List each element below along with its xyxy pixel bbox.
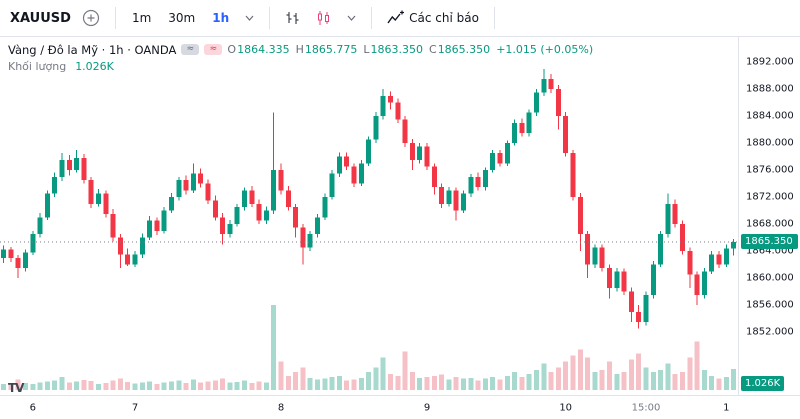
chart-legend: Vàng / Đô la Mỹ · 1h · OANDA ≈ ≈ O 1864.3… bbox=[8, 41, 593, 75]
interval-1h-button[interactable]: 1h bbox=[207, 8, 234, 28]
symbol-button[interactable]: XAUUSD bbox=[10, 10, 71, 26]
price-axis-label: 1876.000 bbox=[746, 164, 794, 176]
interval-1m-button[interactable]: 1m bbox=[127, 8, 156, 28]
plus-circle-icon bbox=[82, 9, 100, 27]
toolbar-separator bbox=[269, 7, 271, 29]
price-axis-label: 1872.000 bbox=[746, 191, 794, 203]
time-axis[interactable]: 6 7 8 9 10 15:00 1 bbox=[0, 395, 800, 419]
compare-add-button[interactable] bbox=[78, 6, 104, 30]
price-axis-label: 1856.000 bbox=[746, 299, 794, 311]
interval-30m-button[interactable]: 30m bbox=[163, 8, 200, 28]
price-axis-label: 1852.000 bbox=[746, 326, 794, 338]
toolbar-separator bbox=[371, 7, 373, 29]
chart-main-area: Vàng / Đô la Mỹ · 1h · OANDA ≈ ≈ O 1864.3… bbox=[0, 37, 800, 395]
last-price-badge: 1865.350 bbox=[741, 233, 798, 249]
price-axis-label: 1892.000 bbox=[746, 56, 794, 68]
legend-toggle-pink-icon[interactable]: ≈ bbox=[204, 44, 223, 55]
hlc-bars-icon bbox=[286, 12, 299, 24]
time-axis-label[interactable]: 10 bbox=[559, 402, 573, 413]
candle-style-button[interactable] bbox=[312, 7, 336, 29]
volume-axis-badge: 1.026K bbox=[741, 376, 785, 391]
indicators-label: Các chỉ báo bbox=[409, 11, 479, 25]
interval-dropdown-button[interactable] bbox=[241, 12, 258, 24]
time-axis-label[interactable]: 7 bbox=[131, 402, 139, 413]
candlestick-style-icon bbox=[318, 11, 330, 25]
bar-style-button[interactable] bbox=[281, 7, 305, 29]
time-axis-label[interactable]: 1 bbox=[723, 402, 730, 413]
time-axis-label[interactable]: 9 bbox=[423, 402, 431, 413]
high-label: H bbox=[295, 43, 304, 56]
open-value: 1864.335 bbox=[237, 43, 290, 56]
top-toolbar: XAUUSD 1m 30m 1h bbox=[0, 0, 800, 37]
toolbar-separator bbox=[493, 7, 495, 29]
indicators-icon bbox=[387, 10, 405, 24]
chevron-down-icon bbox=[245, 15, 254, 21]
style-dropdown-button[interactable] bbox=[343, 12, 360, 24]
volume-value: 1.026K bbox=[75, 60, 114, 73]
tradingview-logo[interactable]: TV bbox=[8, 381, 25, 395]
price-axis-label: 1888.000 bbox=[746, 83, 794, 95]
price-axis-label: 1864.000 bbox=[746, 245, 794, 257]
close-value: 1865.350 bbox=[437, 43, 491, 56]
time-axis-label[interactable]: 15:00 bbox=[631, 402, 661, 413]
chevron-down-icon bbox=[347, 15, 356, 21]
price-axis-label: 1860.000 bbox=[746, 272, 794, 284]
time-axis-label[interactable]: 8 bbox=[277, 402, 285, 413]
candlestick-chart[interactable] bbox=[0, 37, 738, 395]
chart-title: Vàng / Đô la Mỹ · 1h · OANDA bbox=[8, 42, 177, 57]
close-label: C bbox=[429, 43, 437, 56]
low-label: L bbox=[363, 43, 370, 56]
change-value: +1.015 (+0.05%) bbox=[496, 43, 594, 56]
ohlc-readout: O 1864.335 H 1865.775 L 1863.350 C 1865.350 … bbox=[227, 43, 593, 56]
low-value: 1863.350 bbox=[370, 43, 424, 56]
price-axis-label: 1868.000 bbox=[746, 218, 794, 230]
indicators-button[interactable]: Các chỉ báo bbox=[383, 7, 483, 29]
price-axis[interactable]: 1865.350 1.026K 1892.000 1888.000 1884.000… bbox=[738, 37, 800, 395]
toolbar-separator bbox=[114, 7, 116, 29]
time-axis-label[interactable]: 6 bbox=[29, 402, 36, 413]
volume-label: Khối lượng bbox=[8, 60, 67, 73]
chart-pane[interactable]: Vàng / Đô la Mỹ · 1h · OANDA ≈ ≈ O 1864.3… bbox=[0, 37, 738, 395]
price-axis-label: 1880.000 bbox=[746, 137, 794, 149]
legend-toggle-gray-icon[interactable]: ≈ bbox=[181, 44, 200, 55]
open-label: O bbox=[227, 43, 237, 56]
price-axis-label: 1884.000 bbox=[746, 110, 794, 122]
high-value: 1865.775 bbox=[304, 43, 358, 56]
